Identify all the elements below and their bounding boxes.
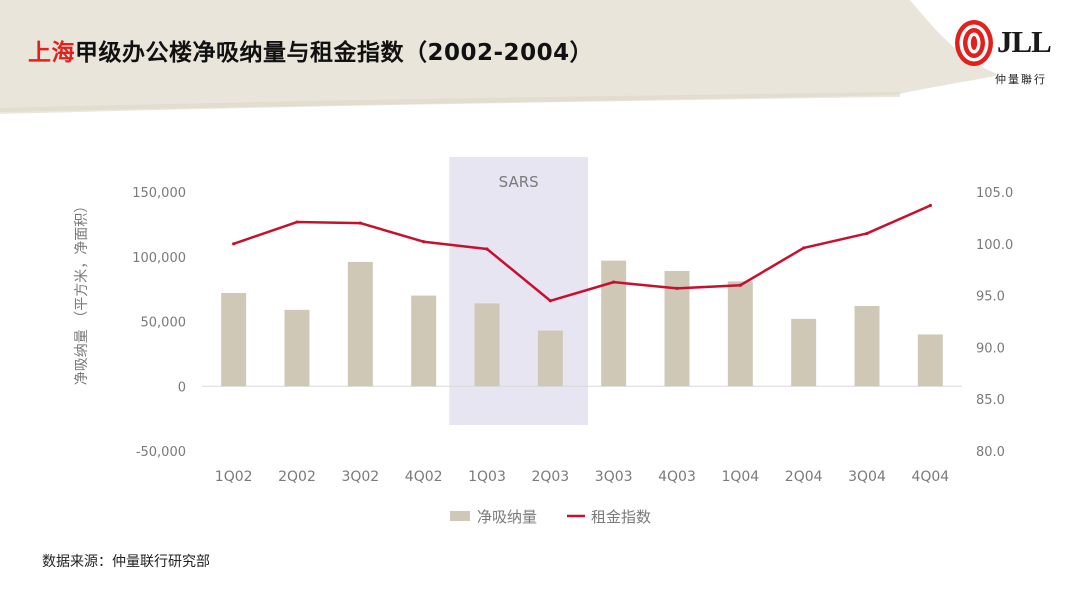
point-1Q04 [738, 283, 742, 287]
bar-1Q02 [221, 293, 247, 387]
y-left-tick-label: 50,000 [141, 316, 187, 331]
slide-title: 上海甲级办公楼净吸纳量与租金指数（2002-2004） [28, 33, 593, 67]
bar-3Q03 [601, 260, 627, 387]
point-4Q02 [422, 240, 426, 244]
point-2Q04 [802, 246, 806, 250]
y-right-tick-label: 105.0 [976, 186, 1013, 201]
point-1Q03 [485, 247, 489, 251]
x-tick-label: 4Q03 [658, 469, 696, 485]
title-rest: 甲级办公楼净吸纳量与租金指数（2002-2004） [75, 40, 594, 66]
bar-4Q02 [411, 295, 437, 387]
x-tick-label: 1Q03 [468, 469, 506, 485]
point-3Q02 [358, 221, 362, 225]
legend-bar-label: 净吸纳量 [477, 508, 537, 526]
legend-bar-swatch [450, 511, 470, 521]
jll-logo-mark [955, 20, 993, 66]
point-1Q02 [232, 242, 236, 246]
x-tick-label: 3Q02 [341, 469, 379, 485]
bar-3Q02 [347, 261, 373, 387]
bar-1Q03 [474, 303, 500, 387]
sars-label: SARS [499, 173, 539, 191]
bar-2Q03 [537, 330, 563, 387]
title-highlight: 上海 [28, 40, 75, 66]
bar-3Q04 [854, 305, 880, 387]
y-left-tick-label: 100,000 [132, 251, 186, 266]
bar-4Q03 [664, 270, 690, 387]
x-tick-label: 4Q04 [911, 469, 949, 485]
bar-1Q04 [727, 281, 753, 387]
sars-band [449, 157, 588, 425]
x-tick-label: 4Q02 [405, 469, 443, 485]
bar-4Q04 [917, 334, 943, 387]
point-4Q03 [675, 286, 679, 290]
bar-2Q04 [791, 318, 817, 387]
x-tick-label: 1Q04 [721, 469, 759, 485]
point-3Q04 [865, 231, 869, 236]
line-rent-index [233, 204, 931, 303]
y-left-tick-label: 150,000 [132, 186, 186, 201]
jll-logo-subtitle: 仲量聯行 [995, 73, 1047, 86]
jll-logo: JLL 仲量聯行 [953, 18, 1063, 88]
point-2Q02 [295, 220, 299, 224]
y-left-tick-label: -50,000 [136, 445, 186, 460]
y-right-tick-label: 95.0 [976, 290, 1005, 305]
point-4Q04 [928, 203, 932, 208]
legend-line-label: 租金指数 [591, 508, 651, 526]
y-right-tick-label: 85.0 [976, 393, 1005, 408]
y-right-tick-label: 90.0 [976, 341, 1005, 356]
y-axis-title: 净吸纳量 （平方米，净面积） [74, 199, 90, 385]
y-left-tick-label: 0 [178, 380, 186, 395]
x-tick-label: 2Q02 [278, 469, 316, 485]
x-tick-label: 3Q04 [848, 469, 886, 485]
jll-logo-text: JLL [997, 24, 1052, 59]
x-tick-label: 3Q03 [595, 469, 633, 485]
point-3Q03 [612, 280, 616, 284]
y-right-tick-label: 100.0 [976, 238, 1013, 253]
bar-2Q02 [284, 309, 310, 387]
x-tick-label: 1Q02 [215, 469, 253, 485]
source-note: 数据来源：仲量联行研究部 [42, 554, 210, 570]
y-right-tick-label: 80.0 [976, 445, 1005, 460]
point-2Q03 [548, 299, 552, 303]
x-tick-label: 2Q04 [785, 469, 823, 485]
x-tick-label: 2Q03 [531, 469, 569, 485]
